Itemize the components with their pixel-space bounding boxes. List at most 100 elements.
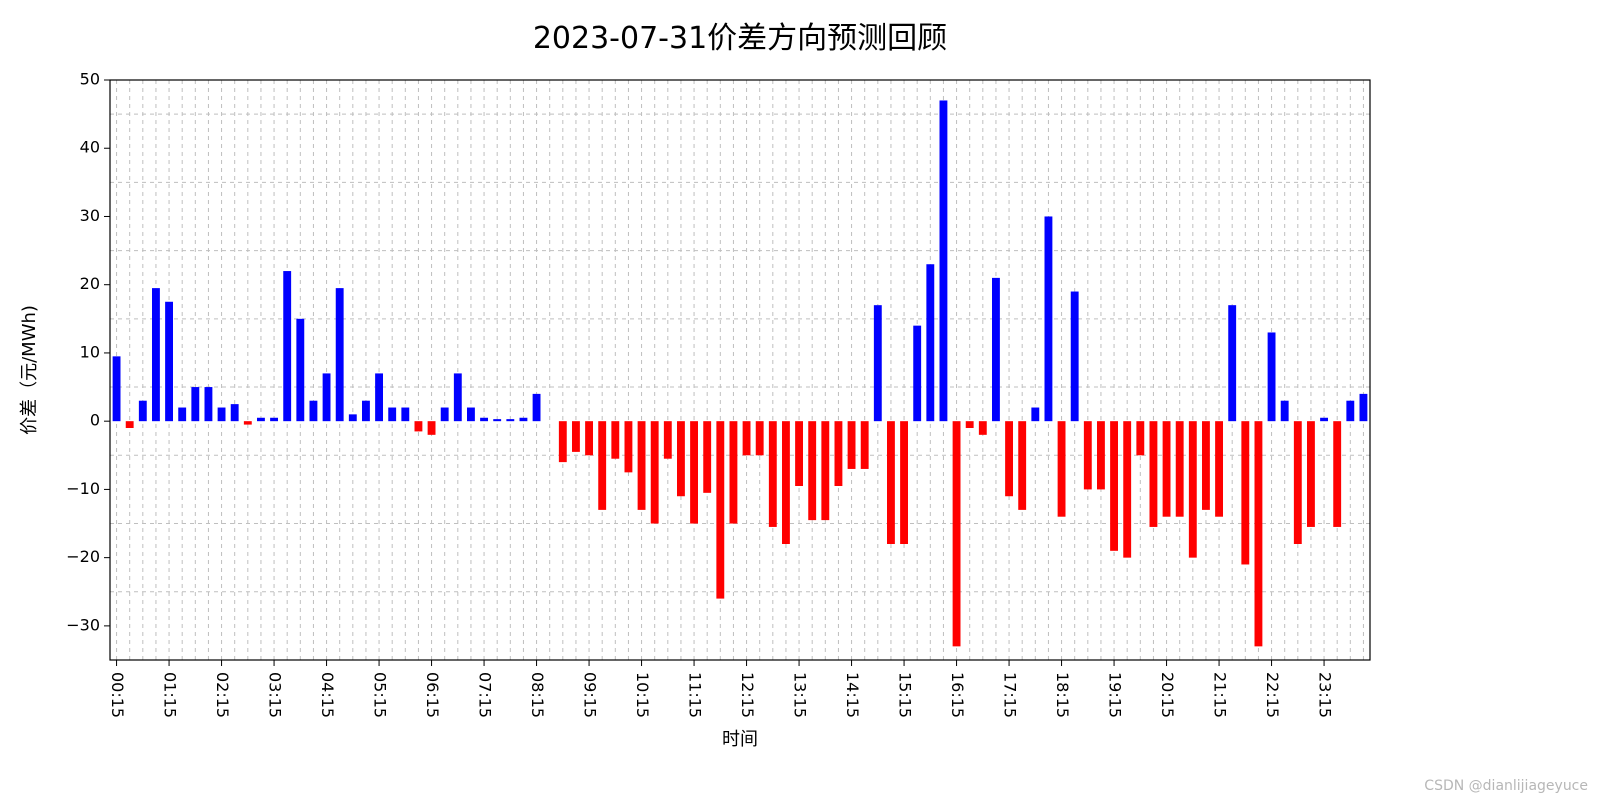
bar bbox=[887, 421, 895, 544]
bar bbox=[730, 421, 738, 523]
ytick-label: −30 bbox=[66, 615, 100, 634]
bar bbox=[428, 421, 436, 435]
bar bbox=[874, 305, 882, 421]
bar bbox=[1150, 421, 1158, 527]
bar bbox=[165, 302, 173, 421]
x-axis-label: 时间 bbox=[722, 729, 758, 750]
bar bbox=[1228, 305, 1236, 421]
ytick-label: 20 bbox=[80, 274, 100, 293]
ytick-label: 10 bbox=[80, 342, 100, 361]
bar bbox=[1136, 421, 1144, 455]
bar bbox=[992, 278, 1000, 421]
bar bbox=[231, 404, 239, 421]
bar bbox=[1241, 421, 1249, 564]
xtick-label: 10:15 bbox=[633, 672, 652, 718]
bar bbox=[625, 421, 633, 472]
bar bbox=[611, 421, 619, 459]
bar bbox=[178, 408, 186, 422]
xtick-label: 00:15 bbox=[108, 672, 127, 718]
bar bbox=[1268, 332, 1276, 421]
bar bbox=[1202, 421, 1210, 510]
xtick-label: 19:15 bbox=[1106, 672, 1125, 718]
xtick-label: 21:15 bbox=[1211, 672, 1230, 718]
bar bbox=[520, 418, 528, 421]
bar bbox=[651, 421, 659, 523]
ytick-label: 30 bbox=[80, 206, 100, 225]
bar bbox=[559, 421, 567, 462]
y-axis-label: 价差（元/MWh) bbox=[19, 305, 40, 435]
bar bbox=[415, 421, 423, 431]
bar bbox=[388, 408, 396, 422]
bar bbox=[1084, 421, 1092, 489]
bar bbox=[310, 401, 318, 421]
xtick-label: 23:15 bbox=[1316, 672, 1335, 718]
xtick-label: 06:15 bbox=[423, 672, 442, 718]
bar bbox=[703, 421, 711, 493]
bar bbox=[113, 356, 121, 421]
bar bbox=[769, 421, 777, 527]
bar bbox=[1097, 421, 1105, 489]
bar bbox=[1071, 292, 1079, 422]
bar bbox=[1005, 421, 1013, 496]
bar bbox=[218, 408, 226, 422]
bar bbox=[1307, 421, 1315, 527]
bar bbox=[362, 401, 370, 421]
xtick-label: 01:15 bbox=[161, 672, 180, 718]
bar bbox=[441, 408, 449, 422]
bar bbox=[835, 421, 843, 486]
xtick-label: 05:15 bbox=[371, 672, 390, 718]
bar bbox=[848, 421, 856, 469]
bar bbox=[1333, 421, 1341, 527]
bar bbox=[1189, 421, 1197, 557]
chart-container: −30−20−100102030405000:1501:1502:1503:15… bbox=[0, 0, 1600, 800]
bar bbox=[139, 401, 147, 421]
xtick-label: 15:15 bbox=[896, 672, 915, 718]
watermark-text: CSDN @dianlijiageyuce bbox=[1424, 778, 1588, 794]
xtick-label: 13:15 bbox=[791, 672, 810, 718]
bar bbox=[1163, 421, 1171, 517]
xtick-label: 07:15 bbox=[476, 672, 495, 718]
bar bbox=[940, 100, 948, 421]
chart-svg: −30−20−100102030405000:1501:1502:1503:15… bbox=[0, 0, 1600, 790]
xtick-label: 20:15 bbox=[1158, 672, 1177, 718]
bar bbox=[900, 421, 908, 544]
chart-title: 2023-07-31价差方向预测回顾 bbox=[533, 21, 947, 56]
bar bbox=[126, 421, 134, 428]
ytick-label: 40 bbox=[80, 138, 100, 157]
bar bbox=[401, 408, 409, 422]
bar bbox=[913, 326, 921, 422]
bar bbox=[1058, 421, 1066, 517]
ytick-label: 50 bbox=[80, 70, 100, 89]
bar bbox=[375, 373, 383, 421]
bar bbox=[191, 387, 199, 421]
xtick-label: 14:15 bbox=[843, 672, 862, 718]
bar bbox=[244, 421, 252, 424]
xtick-label: 11:15 bbox=[686, 672, 705, 718]
bar bbox=[1110, 421, 1118, 551]
bar bbox=[966, 421, 974, 428]
bar bbox=[1018, 421, 1026, 510]
xtick-label: 18:15 bbox=[1053, 672, 1072, 718]
xtick-label: 17:15 bbox=[1001, 672, 1020, 718]
bar bbox=[296, 319, 304, 421]
xtick-label: 03:15 bbox=[266, 672, 285, 718]
xtick-label: 09:15 bbox=[581, 672, 600, 718]
bar bbox=[1320, 418, 1328, 421]
bar bbox=[1255, 421, 1263, 646]
bar bbox=[795, 421, 803, 486]
bar bbox=[1176, 421, 1184, 517]
xtick-label: 02:15 bbox=[213, 672, 232, 718]
ytick-label: 0 bbox=[90, 411, 100, 430]
bar bbox=[454, 373, 462, 421]
bar bbox=[493, 419, 501, 421]
bar bbox=[1360, 394, 1368, 421]
ytick-label: −10 bbox=[66, 479, 100, 498]
bar bbox=[467, 408, 475, 422]
bar bbox=[821, 421, 829, 520]
bar bbox=[323, 373, 331, 421]
bar bbox=[205, 387, 213, 421]
bar bbox=[572, 421, 580, 452]
xtick-label: 12:15 bbox=[738, 672, 757, 718]
bar bbox=[926, 264, 934, 421]
bar bbox=[808, 421, 816, 520]
